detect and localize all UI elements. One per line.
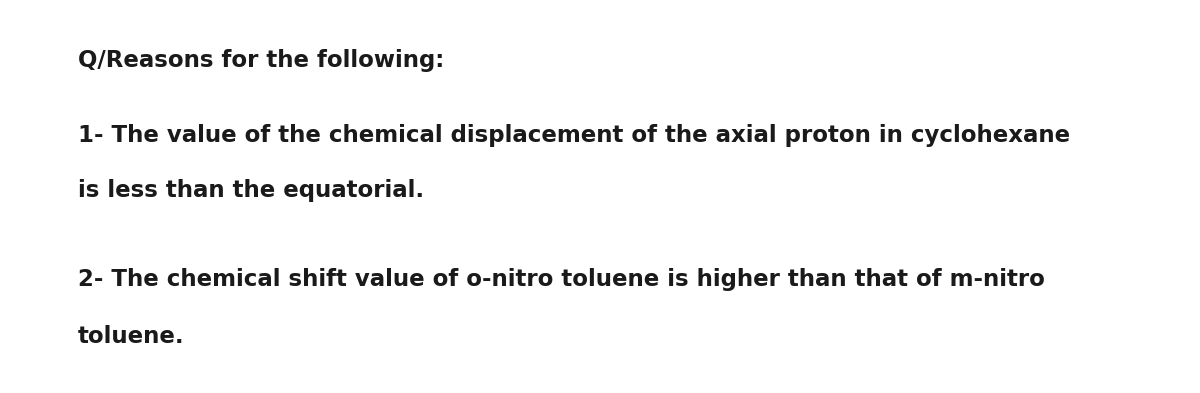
Text: is less than the equatorial.: is less than the equatorial. (78, 179, 424, 202)
Text: 1- The value of the chemical displacement of the axial proton in cyclohexane: 1- The value of the chemical displacemen… (78, 124, 1070, 147)
Text: toluene.: toluene. (78, 325, 185, 347)
Text: Q/Reasons for the following:: Q/Reasons for the following: (78, 50, 444, 72)
Text: 2- The chemical shift value of o-nitro toluene is higher than that of m-nitro: 2- The chemical shift value of o-nitro t… (78, 268, 1045, 290)
